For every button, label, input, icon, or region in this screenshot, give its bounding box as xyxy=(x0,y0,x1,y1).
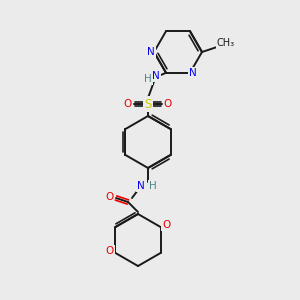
Text: O: O xyxy=(105,192,113,202)
Text: O: O xyxy=(105,246,114,256)
Text: N: N xyxy=(137,181,145,191)
Text: O: O xyxy=(162,220,171,230)
Text: O: O xyxy=(124,99,132,109)
Text: N: N xyxy=(152,71,160,81)
Text: N: N xyxy=(189,68,197,78)
Text: S: S xyxy=(144,98,152,110)
Text: H: H xyxy=(149,181,157,191)
Text: CH₃: CH₃ xyxy=(217,38,235,48)
Text: O: O xyxy=(164,99,172,109)
Text: N: N xyxy=(147,47,155,57)
Text: H: H xyxy=(144,74,152,84)
